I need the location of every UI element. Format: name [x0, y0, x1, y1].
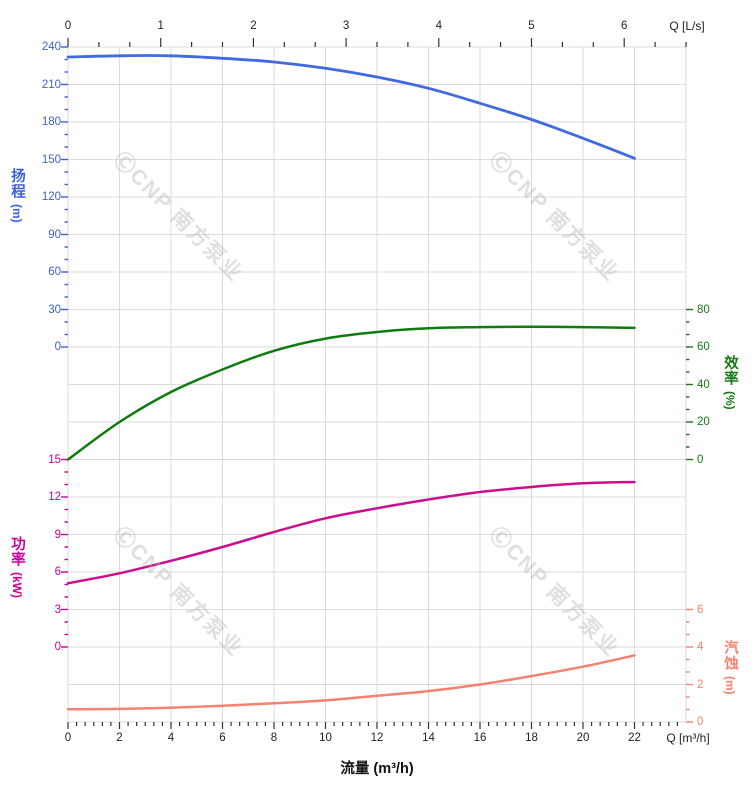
bottom-axis-tick-label: 22: [628, 732, 641, 744]
npsh-curve: [66, 654, 636, 711]
efficiency-curve: [66, 325, 636, 461]
head-axis-unit: (m): [10, 204, 24, 223]
top-axis-tick-label: 0: [64, 20, 72, 32]
head-axis-tick-label: 60: [48, 266, 61, 278]
head-axis-tick-label: 120: [41, 191, 61, 203]
power-axis-unit: (kW): [10, 572, 24, 598]
bottom-axis-title: 流量 (m³/h): [340, 761, 414, 777]
head-axis-tick-label: 0: [54, 341, 61, 353]
npsh-axis-tick-label: 6: [697, 603, 704, 616]
bottom-axis-tick-label: 16: [473, 732, 487, 744]
power-axis-tick-label: 15: [48, 453, 61, 466]
head-curve: [66, 54, 636, 160]
power-curve: [66, 480, 636, 585]
npsh-axis-title-text: 汽蚀: [722, 640, 738, 671]
npsh-axis-tick-label: 2: [697, 678, 704, 691]
npsh-axis-tick-label: 0: [697, 716, 704, 728]
bottom-axis-tick-label: 20: [576, 732, 590, 744]
top-axis-tick-label: 5: [528, 20, 535, 32]
head-axis-title-text: 扬程: [9, 168, 25, 199]
top-axis-tick-label: 4: [435, 20, 442, 32]
bottom-axis-tick-label: 14: [422, 732, 435, 744]
top-axis-unit-label: Q [L/s]: [669, 19, 705, 33]
efficiency-axis-title-text: 效率: [722, 355, 738, 386]
top-axis-tick-label: 3: [342, 20, 350, 32]
head-axis-tick-label: 150: [41, 153, 61, 166]
power-axis-tick-label: 9: [54, 528, 61, 541]
bottom-axis-tick-label: 2: [116, 732, 123, 744]
efficiency-axis-title: 效率 (%): [720, 355, 740, 410]
bottom-axis-unit-label: Q [m³/h]: [666, 731, 710, 745]
head-axis-tick-label: 240: [41, 41, 61, 53]
bottom-axis-tick-label: 0: [64, 732, 72, 744]
head-axis-tick-label: 90: [48, 228, 61, 241]
npsh-axis-unit: (m): [723, 676, 737, 695]
eff-axis-tick-label: 0: [697, 453, 704, 466]
npsh-axis-tick-label: 4: [697, 641, 704, 653]
head-axis-title: 扬程 (m): [7, 168, 27, 223]
bottom-axis-tick-label: 8: [270, 732, 278, 744]
top-axis-tick-label: 1: [157, 20, 164, 32]
top-axis-tick-label: 2: [250, 20, 257, 32]
power-axis-tick-label: 0: [54, 641, 61, 653]
bottom-axis-tick-label: 18: [525, 732, 538, 744]
bottom-axis-tick-label: 12: [370, 732, 384, 744]
bottom-axis-tick-label: 6: [219, 732, 226, 744]
npsh-axis-title: 汽蚀 (m): [720, 640, 740, 695]
power-axis-tick-label: 3: [54, 603, 61, 616]
head-axis-tick-label: 210: [41, 78, 61, 91]
head-axis-tick-label: 30: [48, 303, 61, 316]
power-axis-title-text: 功率: [9, 536, 25, 567]
top-axis-tick-label: 6: [620, 20, 628, 32]
head-axis-tick-label: 180: [41, 116, 61, 128]
bottom-axis-tick-label: 4: [167, 732, 175, 744]
power-axis-tick-label: 6: [54, 566, 61, 578]
eff-axis-tick-label: 60: [697, 341, 710, 353]
power-axis-title: 功率 (kW): [7, 536, 27, 598]
eff-axis-tick-label: 80: [697, 303, 710, 316]
efficiency-axis-unit: (%): [723, 391, 737, 410]
eff-axis-tick-label: 20: [697, 416, 710, 428]
power-axis-tick-label: 12: [48, 491, 61, 503]
eff-axis-tick-label: 40: [697, 378, 710, 391]
bottom-axis-tick-label: 10: [319, 732, 332, 744]
